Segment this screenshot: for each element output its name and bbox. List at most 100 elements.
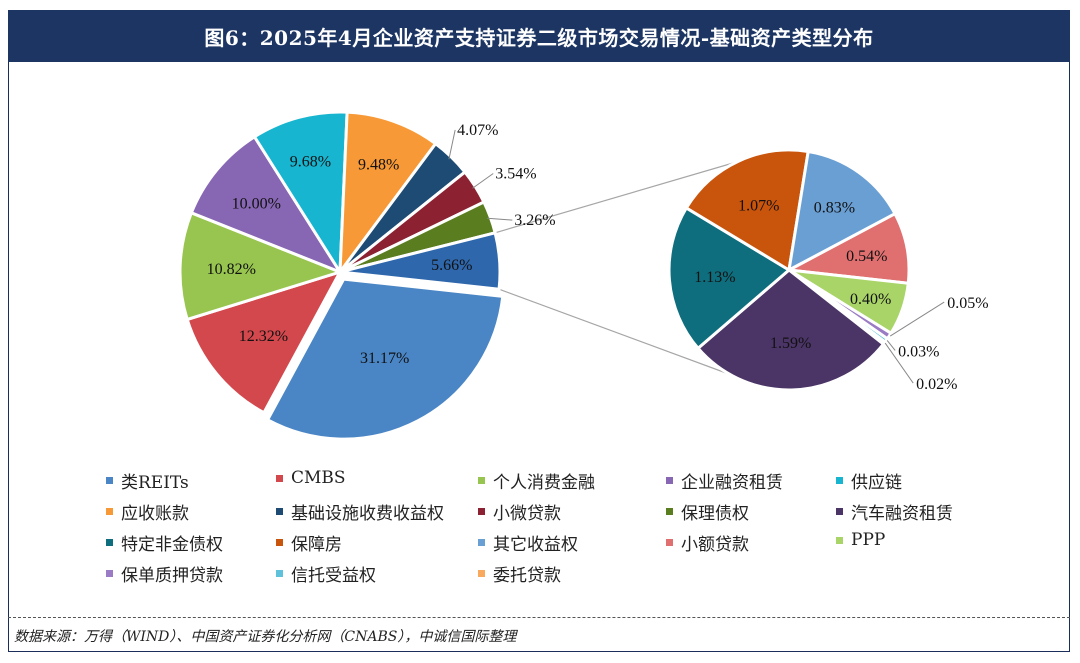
main-slice-6 bbox=[338, 110, 438, 277]
connector-lines bbox=[494, 155, 758, 381]
sub-leader-5 bbox=[884, 342, 914, 384]
legend-swatch bbox=[106, 570, 113, 577]
sub-label-4: 0.03% bbox=[898, 343, 939, 360]
main-slice-5 bbox=[252, 110, 349, 277]
main-label-9: 3.26% bbox=[514, 212, 555, 229]
legend-item-12: 保障房 bbox=[276, 530, 342, 555]
sub-label-6: 1.59% bbox=[770, 335, 811, 352]
legend-label: 保障房 bbox=[291, 535, 342, 555]
legend-item-15: PPP bbox=[836, 530, 885, 550]
legend-label: CMBS bbox=[291, 468, 346, 488]
legend-label: 信托受益权 bbox=[291, 566, 376, 586]
legend-swatch bbox=[836, 508, 843, 515]
sub-label-9: 0.83% bbox=[814, 200, 855, 217]
legend-label: 供应链 bbox=[851, 473, 902, 493]
legend-swatch bbox=[836, 536, 843, 544]
main-label-6: 9.48% bbox=[358, 156, 399, 173]
legend-swatch bbox=[106, 508, 113, 515]
sub-label-5: 0.02% bbox=[916, 376, 957, 393]
legend-item-6: 应收账款 bbox=[106, 499, 189, 524]
legend-item-9: 保理债权 bbox=[666, 499, 749, 524]
main-slice-1 bbox=[265, 277, 505, 441]
legend-item-5: 供应链 bbox=[836, 468, 902, 493]
sub-leader-4 bbox=[886, 340, 896, 351]
legend-label: 汽车融资租赁 bbox=[851, 504, 953, 524]
legend-label: 保理债权 bbox=[681, 504, 749, 524]
legend-swatch bbox=[276, 570, 283, 577]
legend-label: 保单质押贷款 bbox=[121, 566, 223, 586]
legend-label: 小额贷款 bbox=[681, 535, 749, 555]
sub-slice-x-9 bbox=[787, 149, 897, 273]
legend-swatch bbox=[106, 477, 113, 484]
sub-label-8: 1.07% bbox=[738, 198, 779, 215]
main-label-8: 3.54% bbox=[495, 166, 536, 183]
sub-label-7: 1.13% bbox=[694, 269, 735, 286]
legend-label: 个人消费金融 bbox=[493, 473, 595, 493]
legend-swatch bbox=[276, 539, 283, 546]
main-slice-4 bbox=[189, 134, 344, 276]
main-label-10: 5.66% bbox=[431, 257, 472, 274]
legend-label: 企业融资租赁 bbox=[681, 473, 783, 493]
main-pie bbox=[178, 110, 505, 441]
sub-slice-x-6 bbox=[695, 268, 886, 392]
connector-bottom bbox=[498, 288, 746, 381]
secondary-pie bbox=[667, 148, 911, 392]
legend-swatch bbox=[276, 474, 283, 482]
legend-label: PPP bbox=[851, 530, 886, 550]
legend-swatch bbox=[666, 508, 673, 515]
legend-label: 小微贷款 bbox=[493, 504, 561, 524]
legend-item-18: 委托贷款 bbox=[478, 561, 561, 586]
legend-label: 其它收益权 bbox=[493, 535, 578, 555]
legend-item-10: 汽车融资租赁 bbox=[836, 499, 953, 524]
main-leader-9 bbox=[487, 217, 513, 221]
main-slice-3 bbox=[178, 210, 345, 322]
legend-item-1: 类REITs bbox=[106, 468, 189, 493]
legend-item-16: 保单质押贷款 bbox=[106, 561, 223, 586]
legend-swatch bbox=[478, 508, 485, 515]
legend-swatch bbox=[276, 508, 283, 515]
legend-item-4: 企业融资租赁 bbox=[666, 468, 783, 493]
data-source: 数据来源：万得（WIND）、中国资产证券化分析网（CNABS），中诚信国际整理 bbox=[14, 629, 517, 645]
sub-slice-x-8 bbox=[684, 148, 810, 273]
legend-label: 特定非金债权 bbox=[121, 535, 223, 555]
data-labels: 31.17% 12.32% 10.82% 10.00% 9.68% 9.48% 4.07% 3… bbox=[207, 122, 989, 393]
legend-swatch bbox=[836, 477, 843, 484]
legend-item-8: 小微贷款 bbox=[478, 499, 561, 524]
main-label-3: 10.82% bbox=[207, 261, 256, 278]
legend-item-14: 小额贷款 bbox=[666, 530, 749, 555]
sub-label-1: 0.54% bbox=[846, 248, 887, 265]
legend-item-2: CMBS bbox=[276, 468, 346, 488]
legend-swatch bbox=[478, 539, 485, 546]
legend-swatch bbox=[666, 539, 673, 546]
sub-slice-x-7 bbox=[667, 205, 792, 351]
legend-swatch bbox=[478, 570, 485, 577]
legend-item-13: 其它收益权 bbox=[478, 530, 578, 555]
main-label-5: 9.68% bbox=[290, 154, 331, 171]
connector-top bbox=[494, 155, 758, 234]
source-divider bbox=[8, 617, 1070, 618]
legend-swatch bbox=[666, 477, 673, 484]
chart-title: 图6：2025年4月企业资产支持证券二级市场交易情况-基础资产类型分布 bbox=[8, 10, 1070, 62]
legend-label: 应收账款 bbox=[121, 504, 189, 524]
legend-label: 委托贷款 bbox=[493, 566, 561, 586]
main-leader-8 bbox=[472, 173, 494, 189]
legend-swatch bbox=[106, 539, 113, 546]
sub-leader-3 bbox=[889, 301, 945, 337]
sub-label-2: 0.40% bbox=[850, 291, 891, 308]
legend-label: 类REITs bbox=[121, 473, 189, 493]
main-slice-10 bbox=[339, 230, 502, 291]
main-label-2: 12.32% bbox=[239, 328, 288, 345]
legend-item-17: 信托受益权 bbox=[276, 561, 376, 586]
main-slice-2 bbox=[185, 269, 344, 415]
main-label-4: 10.00% bbox=[232, 195, 281, 212]
main-label-7: 4.07% bbox=[457, 122, 498, 139]
main-leader-7 bbox=[448, 129, 456, 160]
legend-item-3: 个人消费金融 bbox=[478, 468, 595, 493]
main-label-1: 31.17% bbox=[360, 350, 409, 367]
legend-item-11: 特定非金债权 bbox=[106, 530, 223, 555]
sub-label-3: 0.05% bbox=[947, 295, 988, 312]
legend-item-7: 基础设施收费收益权 bbox=[276, 499, 444, 524]
legend-swatch bbox=[478, 477, 485, 484]
legend-label: 基础设施收费收益权 bbox=[291, 504, 444, 524]
